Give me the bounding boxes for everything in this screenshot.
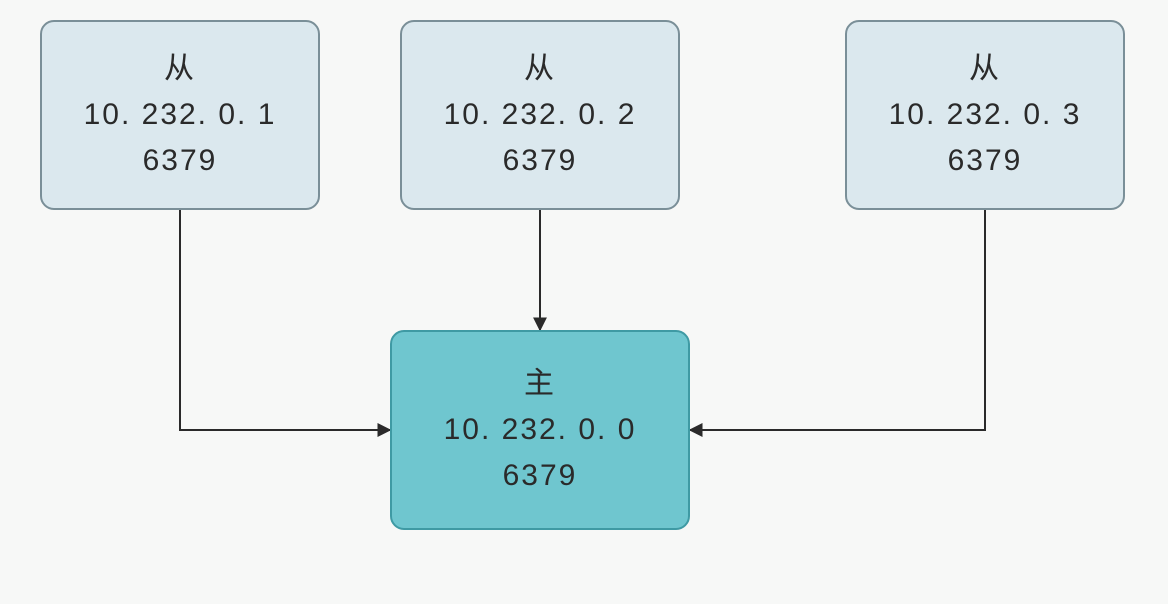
node-ip-label: 10. 232. 0. 2 bbox=[444, 92, 637, 138]
node-role-label: 从 bbox=[969, 46, 1001, 92]
slave-node-2: 从 10. 232. 0. 2 6379 bbox=[400, 20, 680, 210]
slave-node-1: 从 10. 232. 0. 1 6379 bbox=[40, 20, 320, 210]
node-role-label: 从 bbox=[524, 46, 556, 92]
edge bbox=[690, 210, 985, 430]
master-node: 主 10. 232. 0. 0 6379 bbox=[390, 330, 690, 530]
slave-node-3: 从 10. 232. 0. 3 6379 bbox=[845, 20, 1125, 210]
node-ip-label: 10. 232. 0. 0 bbox=[444, 407, 637, 453]
node-role-label: 从 bbox=[164, 46, 196, 92]
node-ip-label: 10. 232. 0. 3 bbox=[889, 92, 1082, 138]
edge bbox=[180, 210, 390, 430]
node-port-label: 6379 bbox=[503, 453, 578, 499]
node-port-label: 6379 bbox=[143, 138, 218, 184]
node-ip-label: 10. 232. 0. 1 bbox=[84, 92, 277, 138]
node-port-label: 6379 bbox=[948, 138, 1023, 184]
node-role-label: 主 bbox=[524, 361, 556, 407]
diagram-canvas: 从 10. 232. 0. 1 6379 从 10. 232. 0. 2 637… bbox=[0, 0, 1168, 604]
node-port-label: 6379 bbox=[503, 138, 578, 184]
